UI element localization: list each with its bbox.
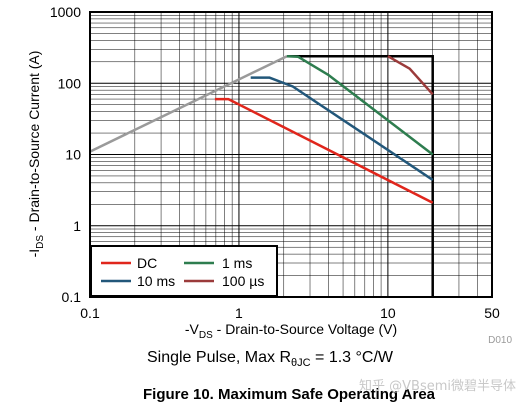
series-line-10ms <box>250 76 434 181</box>
plot-frame <box>89 11 493 298</box>
legend-label-1ms: 1 ms <box>222 255 252 271</box>
pulse-note: Single Pulse, Max RθJC = 1.3 °C/W <box>147 349 394 369</box>
legend: DC 1 ms 10 ms 100 µs <box>90 245 278 297</box>
y-tick-label: 100 <box>58 75 82 91</box>
x-tick-label: 1 <box>235 305 243 321</box>
legend-box <box>90 245 278 297</box>
y-axis-title: -IDS - Drain-to-Source Current (A) <box>26 51 46 258</box>
y-tick-label: 10 <box>65 147 81 163</box>
y-tick-labels: 0.1 1 10 100 1000 <box>50 4 81 305</box>
series-line-1ms <box>286 54 434 156</box>
figure-caption: Figure 10. Maximum Safe Operating Area <box>143 386 436 403</box>
x-tick-label: 10 <box>380 305 396 321</box>
x-tick-label: 0.1 <box>80 305 100 321</box>
x-tick-label: 50 <box>484 305 500 321</box>
watermark: 知乎 @VBsemi微碧半导体 <box>359 378 516 394</box>
series-line-dc <box>214 97 434 204</box>
legend-label-100us: 100 µs <box>222 273 264 289</box>
y-tick-label: 1000 <box>50 4 81 20</box>
max-limit-boundary <box>286 54 434 297</box>
limit-curves <box>89 54 434 297</box>
legend-label-10ms: 10 ms <box>137 273 175 289</box>
legend-label-dc: DC <box>137 255 157 271</box>
series-line-100us <box>387 55 434 96</box>
device-code: D010 <box>488 335 512 346</box>
x-axis-title: -VDS - Drain-to-Source Voltage (V) <box>185 321 397 341</box>
rds-on-limit-line <box>89 55 288 153</box>
series-lines <box>214 54 434 204</box>
y-tick-label: 0.1 <box>62 289 82 305</box>
x-tick-labels: 0.1 1 10 50 <box>80 305 500 321</box>
y-tick-label: 1 <box>73 218 81 234</box>
